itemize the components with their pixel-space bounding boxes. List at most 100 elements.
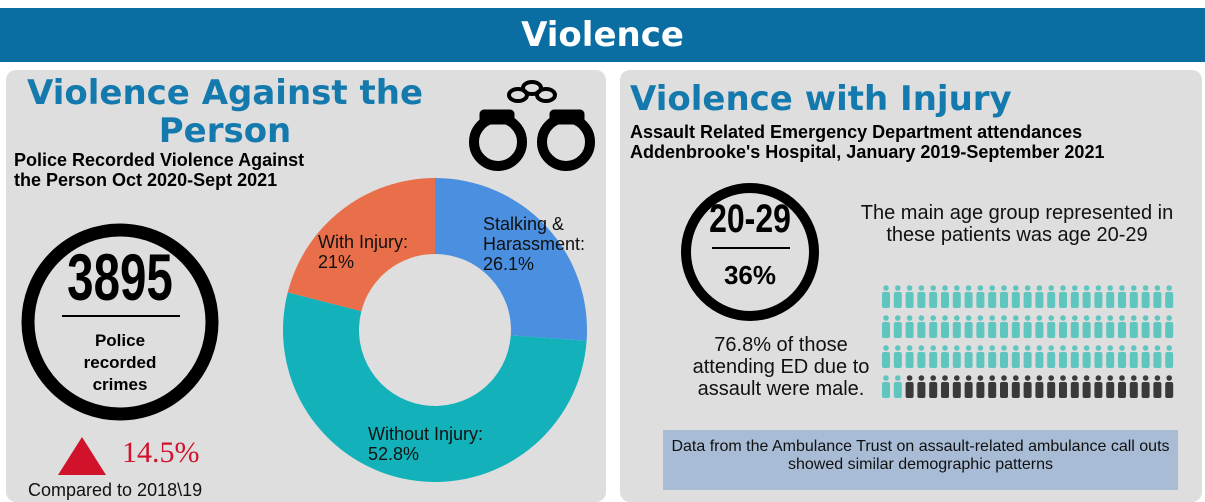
person-head	[1072, 285, 1078, 291]
person-body	[917, 322, 926, 338]
person-body	[1094, 322, 1103, 338]
person-body	[1011, 322, 1020, 338]
person-body	[941, 322, 949, 338]
person-head	[1013, 375, 1019, 381]
person-body	[1129, 292, 1138, 308]
person-body	[893, 382, 902, 398]
person-head	[1072, 315, 1078, 321]
person-body	[1118, 292, 1126, 308]
person-head	[1060, 345, 1066, 351]
person-head	[1024, 345, 1031, 351]
person-body	[1047, 382, 1056, 398]
person-body	[1082, 322, 1091, 338]
person-head	[989, 345, 995, 351]
person-body	[988, 322, 997, 338]
person-body	[1118, 322, 1126, 338]
person-body	[1047, 292, 1056, 308]
person-body	[1118, 382, 1126, 398]
person-head	[930, 375, 936, 381]
person-head	[1119, 345, 1125, 351]
person-head	[895, 345, 901, 351]
right-title: Violence with Injury	[630, 79, 1012, 119]
person-body	[976, 382, 985, 398]
person-body	[1106, 352, 1115, 368]
person-body	[1141, 322, 1150, 338]
person-head	[954, 345, 960, 351]
person-body	[1059, 382, 1067, 398]
pictogram	[882, 285, 1174, 398]
person-body	[1011, 352, 1020, 368]
person-head	[1024, 315, 1031, 321]
person-head	[883, 345, 889, 351]
person-body	[917, 382, 926, 398]
slice-value: 21%	[318, 252, 355, 272]
person-head	[1036, 375, 1043, 381]
person-head	[1048, 375, 1054, 381]
person-body	[1000, 322, 1008, 338]
person-head	[1107, 315, 1113, 321]
person-body	[1011, 292, 1020, 308]
person-head	[930, 285, 936, 291]
person-body	[1023, 322, 1032, 338]
person-head	[918, 285, 925, 291]
person-body	[1023, 352, 1032, 368]
person-body	[893, 292, 902, 308]
person-body	[1047, 352, 1056, 368]
age-ring	[681, 183, 819, 321]
person-head	[1036, 285, 1043, 291]
person-body	[1165, 352, 1174, 368]
person-head	[989, 315, 995, 321]
person-head	[930, 345, 936, 351]
left-title: Violence Against the Person	[27, 73, 423, 151]
person-head	[906, 285, 913, 291]
person-head	[1119, 375, 1125, 381]
person-body	[1023, 292, 1032, 308]
donut-chart	[283, 178, 587, 482]
person-head	[942, 315, 948, 321]
person-head	[1001, 285, 1007, 291]
person-body	[1118, 352, 1126, 368]
age-text: The main age group represented in these …	[860, 202, 1174, 246]
person-body	[1106, 322, 1115, 338]
person-head	[942, 375, 948, 381]
person-body	[882, 322, 890, 338]
person-head	[1154, 285, 1161, 291]
person-body	[929, 322, 938, 338]
person-head	[965, 375, 972, 381]
person-body	[976, 322, 985, 338]
person-body	[1094, 352, 1103, 368]
left-subtitle: Police Recorded Violence Against the Per…	[14, 150, 305, 190]
donut-slice	[287, 178, 435, 312]
donut-slice	[435, 178, 587, 341]
person-body	[976, 292, 985, 308]
person-head	[965, 345, 972, 351]
person-head	[989, 375, 995, 381]
person-head	[1107, 285, 1113, 291]
person-head	[1154, 375, 1161, 381]
donut-slice	[283, 292, 587, 482]
person-body	[1059, 322, 1067, 338]
person-head	[1013, 345, 1019, 351]
person-head	[977, 345, 984, 351]
person-body	[1070, 322, 1079, 338]
slice-value: 52.8%	[368, 444, 420, 464]
person-head	[1036, 315, 1043, 321]
person-body	[941, 292, 949, 308]
person-body	[964, 382, 973, 398]
person-head	[1131, 375, 1137, 381]
person-body	[893, 322, 902, 338]
person-body	[1035, 322, 1044, 338]
person-head	[1131, 345, 1137, 351]
person-body	[952, 352, 961, 368]
person-head	[977, 315, 984, 321]
person-head	[1166, 375, 1172, 381]
person-head	[1013, 285, 1019, 291]
person-body	[929, 382, 938, 398]
person-body	[1165, 382, 1174, 398]
person-head	[1107, 345, 1113, 351]
person-body	[1070, 382, 1079, 398]
person-head	[1107, 375, 1113, 381]
person-body	[1035, 382, 1044, 398]
